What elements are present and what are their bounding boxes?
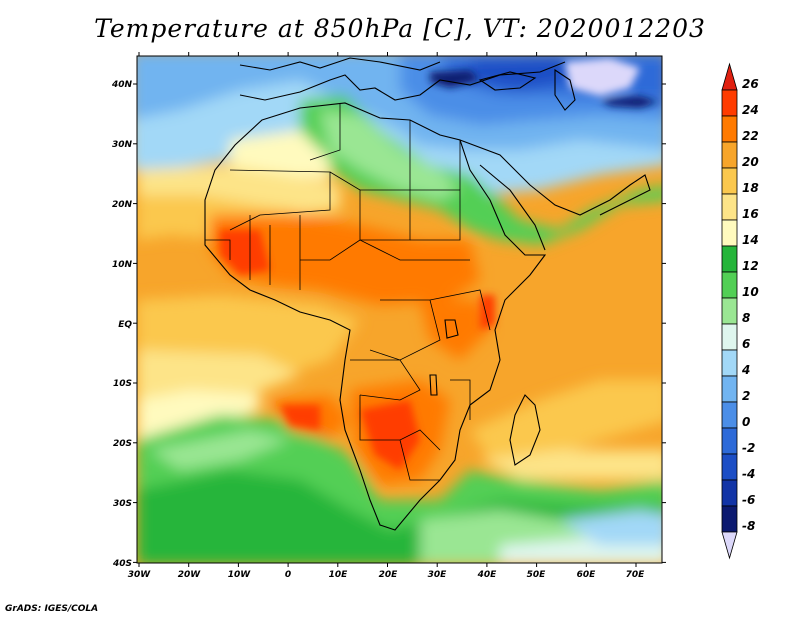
lon-label: 70E: [626, 570, 646, 580]
colorbar-swatch: [721, 427, 738, 455]
colorbar-label: 16: [742, 207, 759, 221]
colorbar-swatch: [721, 271, 738, 299]
colorbar-swatch: [721, 505, 738, 533]
lat-label: 30S: [113, 499, 132, 509]
colorbar-label: 22: [742, 129, 759, 143]
colorbar-label: 10: [742, 285, 759, 299]
lat-label: 20S: [113, 439, 132, 449]
colorbar-label: 18: [742, 181, 759, 195]
lat-label: 40S: [112, 559, 132, 569]
colorbar-swatch: [721, 193, 738, 221]
map-frame: [136, 55, 663, 564]
colorbar-swatch: [721, 219, 738, 247]
colorbar-swatch: [721, 479, 738, 507]
colorbar-label: 8: [742, 311, 750, 325]
colorbar-swatch: [721, 245, 738, 273]
colorbar-label: 26: [742, 77, 759, 91]
lat-label: 10S: [113, 379, 132, 389]
colorbar-label: 14: [742, 233, 759, 247]
colorbar-label: -2: [742, 441, 755, 455]
colorbar-swatch: [721, 89, 738, 117]
map-title: Temperature at 850hPa [C], VT: 202001220…: [94, 14, 706, 43]
colorbar-label: 6: [742, 337, 750, 351]
colorbar-label: 20: [742, 155, 759, 169]
lon-label: 60E: [577, 570, 597, 580]
lon-label: 20E: [379, 570, 399, 580]
colorbar-label: 2: [742, 389, 750, 403]
lat-label: EQ: [118, 320, 132, 330]
lon-label: 40E: [477, 570, 498, 580]
lat-label: 40N: [111, 80, 133, 90]
colorbar-labels: 26 24 22 20 18 16 14 12 10 8 6 4 2 0 -2 …: [741, 77, 759, 533]
lon-label: 50E: [527, 570, 547, 580]
grads-credit: GrADS: IGES/COLA: [5, 604, 99, 614]
colorbar-swatch: [721, 349, 738, 377]
lon-label: 20W: [178, 570, 202, 580]
colorbar-swatch: [721, 531, 738, 560]
colorbar-swatch: [721, 375, 738, 403]
temperature-field: [137, 56, 662, 563]
lat-labels: 40N 30N 20N 10N EQ 10S 20S 30S 40S: [111, 80, 133, 569]
colorbar-label: 12: [742, 259, 759, 273]
lon-label: 10W: [228, 570, 252, 580]
lat-label: 10N: [112, 260, 133, 270]
lat-label: 30N: [112, 140, 133, 150]
colorbar-swatch: [721, 167, 738, 195]
tick-marks: [133, 52, 666, 567]
lon-labels: 30W 20W 10W 0 10E 20E 30E 40E 50E 60E 70…: [128, 570, 645, 580]
lon-label: 0: [285, 570, 291, 580]
colorbar-swatch: [721, 401, 738, 429]
colorbar-swatch: [721, 141, 738, 169]
colorbar: [721, 62, 738, 560]
colorbar-label: 0: [742, 415, 750, 429]
lon-label: 10E: [329, 570, 349, 580]
colorbar-label: -4: [742, 467, 755, 481]
colorbar-label: 4: [741, 363, 750, 377]
colorbar-label: 24: [742, 103, 759, 117]
colorbar-label: -6: [742, 493, 755, 507]
coastlines: [204, 57, 651, 531]
colorbar-swatch: [721, 62, 738, 91]
colorbar-swatch: [721, 115, 738, 143]
colorbar-label: -8: [742, 519, 755, 533]
colorbar-swatch: [721, 323, 738, 351]
country-borders: [205, 103, 491, 481]
colorbar-swatch: [721, 297, 738, 325]
lon-label: 30W: [128, 570, 152, 580]
colorbar-swatch: [721, 453, 738, 481]
lat-label: 20N: [112, 200, 133, 210]
lon-label: 30E: [428, 570, 448, 580]
